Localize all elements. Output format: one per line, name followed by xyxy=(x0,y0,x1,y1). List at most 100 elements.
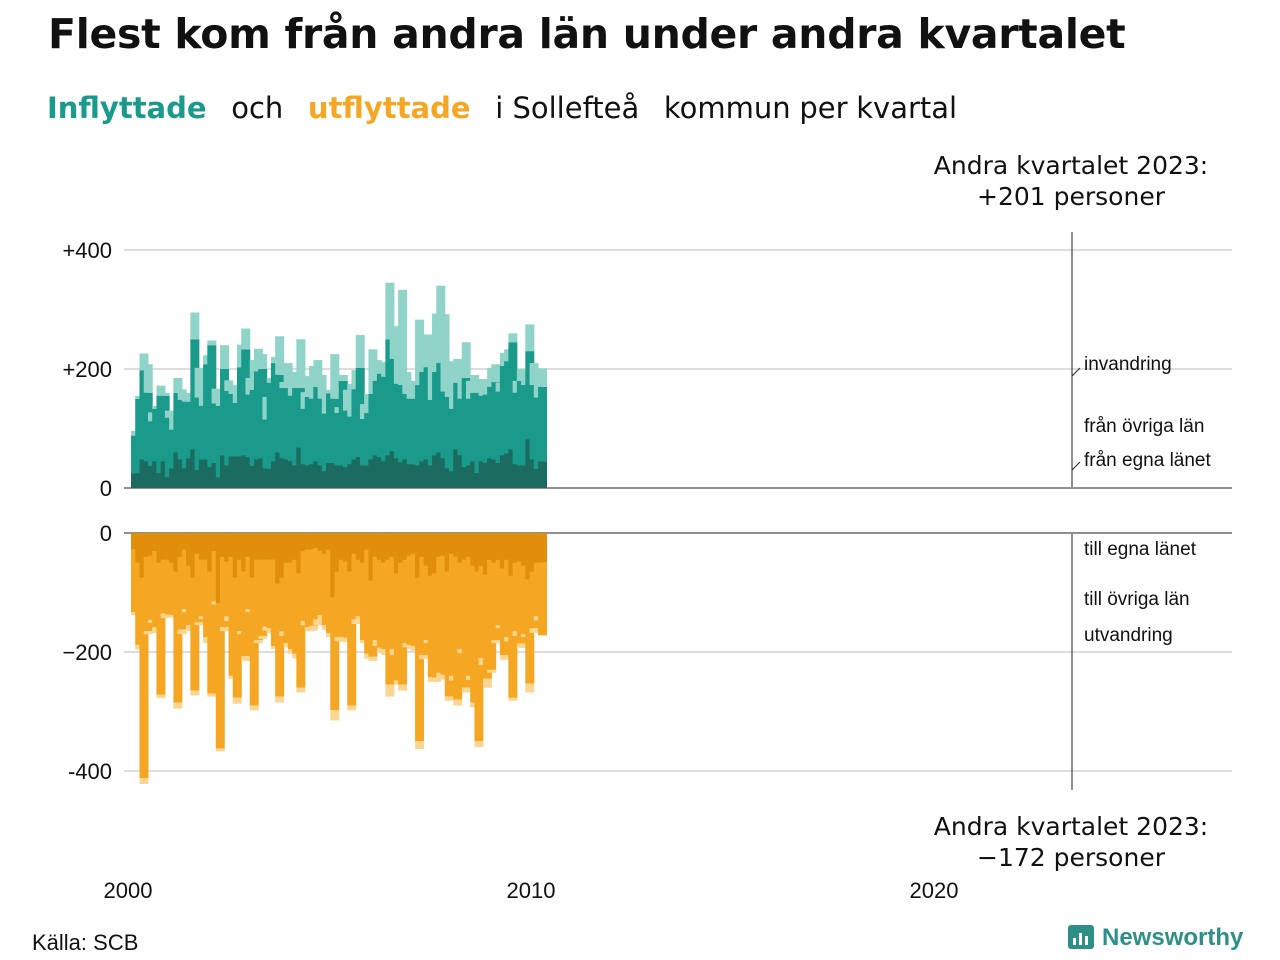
inflow-bar-segment xyxy=(516,369,526,381)
outflow-bar-segment xyxy=(347,705,357,711)
outflow-bar-segment xyxy=(241,571,251,657)
inflow-bar-segment xyxy=(491,364,501,383)
brand-logo[interactable]: Newsworthy xyxy=(1068,924,1243,952)
outflow-bar-segment xyxy=(258,635,268,639)
outflow-bar-segment xyxy=(309,625,319,631)
outflow-bar-segment xyxy=(330,597,340,711)
subtitle: Inflyttade och utflyttade i Sollefteå kommun… xyxy=(47,91,966,125)
inflow-bar-segment xyxy=(160,392,170,396)
outflow-bar-segment xyxy=(207,571,217,694)
brand-name: Newsworthy xyxy=(1102,924,1244,951)
x-tick-label: 2000 xyxy=(104,878,153,903)
outflow-bar-segment xyxy=(253,640,263,644)
annotation-bottom: Andra kvartalet 2023: −172 personer xyxy=(911,811,1231,873)
inflow-bar-segment xyxy=(296,339,306,389)
outflow-bar-segment xyxy=(529,628,539,633)
lower-series-label: till övriga län xyxy=(1084,589,1190,610)
upper-label-leader xyxy=(1071,367,1081,377)
outflow-bar-segment xyxy=(516,643,526,648)
inflow-bar-segment xyxy=(385,282,395,340)
outflow-bar-segment xyxy=(156,694,166,698)
outflow-bar-segment xyxy=(215,603,225,749)
upper-y-tick-label: 0 xyxy=(100,476,112,501)
lower-series-label: utvandring xyxy=(1084,625,1173,646)
inflow-bar-segment xyxy=(538,461,548,488)
inflow-bar-segment xyxy=(423,334,433,368)
outflow-bar-segment xyxy=(143,631,153,635)
outflow-bar-segment xyxy=(368,656,378,661)
inflow-bar-segment xyxy=(173,377,183,393)
inflow-bar-segment xyxy=(538,386,548,462)
inflow-bar-segment xyxy=(453,358,463,383)
lower-y-tick-label: -400 xyxy=(68,759,112,784)
upper-series-label: från egna länet xyxy=(1084,450,1211,471)
inflow-bar-segment xyxy=(313,360,323,387)
page-title: Flest kom från andra län under andra kva… xyxy=(48,10,1126,58)
upper-y-tick-label: +200 xyxy=(62,357,112,382)
annotation-top-line2: +201 personer xyxy=(977,182,1165,211)
annotation-top: Andra kvartalet 2023: +201 personer xyxy=(911,150,1231,212)
inflow-bar-segment xyxy=(508,333,518,343)
inflow-bar-segment xyxy=(275,336,285,375)
inflow-bar-segment xyxy=(444,361,454,397)
subtitle-inflyttade: Inflyttade xyxy=(47,91,207,125)
subtitle-kvartal: kvartal xyxy=(856,91,958,125)
upper-series-label: från övriga län xyxy=(1084,416,1204,437)
outflow-bar-segment xyxy=(275,583,285,697)
outflow-bar-segment xyxy=(177,629,187,635)
inflow-bar-segment xyxy=(415,319,425,386)
inflow-bar-segment xyxy=(398,289,408,386)
inflow-bar-segment xyxy=(355,335,365,368)
subtitle-utflyttade: utflyttade xyxy=(307,91,471,125)
outflow-bar-segment xyxy=(453,699,463,706)
outflow-bar-segment xyxy=(190,577,200,691)
outflow-bar-segment xyxy=(232,577,242,698)
outflow-bar-segment xyxy=(296,573,306,688)
annotation-top-line1: Andra kvartalet 2023: xyxy=(933,151,1209,180)
outflow-bar-segment xyxy=(461,687,471,693)
lower-series-label: till egna länet xyxy=(1084,539,1197,560)
outflow-bar-segment xyxy=(525,683,535,693)
inflow-bar-segment xyxy=(228,385,238,394)
inflow-bar-segment xyxy=(241,328,251,350)
inflow-bar-segment xyxy=(220,345,230,369)
annotation-bottom-line1: Andra kvartalet 2023: xyxy=(933,812,1209,841)
inflow-bar-segment xyxy=(525,324,535,352)
lower-y-tick-label: −200 xyxy=(62,640,112,665)
outflow-bar-segment xyxy=(232,697,242,704)
source-note: Källa: SCB xyxy=(32,930,139,955)
outflow-bar-segment xyxy=(482,678,492,688)
outflow-bar-segment xyxy=(487,669,497,673)
inflow-bar-segment xyxy=(139,353,149,371)
inflow-bar-segment xyxy=(440,314,450,392)
subtitle-och: och xyxy=(231,91,284,125)
outflow-bar-segment xyxy=(139,778,149,785)
subtitle-place: i Sollefteå xyxy=(495,91,640,125)
outflow-bar-segment xyxy=(508,697,518,701)
inflow-bar-segment xyxy=(207,340,217,346)
annotation-bottom-line2: −172 personer xyxy=(977,843,1165,872)
subtitle-per: per xyxy=(799,91,848,125)
outflow-bar-segment xyxy=(385,684,395,697)
inflow-bar-segment xyxy=(317,374,327,399)
outflow-bar-segment xyxy=(415,741,425,749)
outflow-bar-segment xyxy=(220,627,230,632)
outflow-bar-segment xyxy=(207,693,217,697)
inflow-bar-segment xyxy=(143,364,153,393)
subtitle-kommun: kommun xyxy=(663,91,791,125)
outflow-bar-segment xyxy=(398,684,408,691)
inflow-bar-segment xyxy=(461,342,471,378)
x-tick-label: 2010 xyxy=(507,878,556,903)
outflow-bar-segment xyxy=(156,562,166,695)
outflow-bar-segment xyxy=(432,677,442,682)
newsworthy-icon xyxy=(1068,925,1094,949)
inflow-bar-segment xyxy=(330,354,340,399)
inflow-bar-segment xyxy=(211,388,221,404)
inflow-bar-segment xyxy=(538,368,548,387)
outflow-bar-segment xyxy=(538,533,548,563)
inflow-bar-segment xyxy=(194,367,204,398)
outflow-bar-segment xyxy=(173,571,183,703)
outflow-bar-segment xyxy=(347,571,357,706)
lower-y-tick-label: 0 xyxy=(100,521,112,546)
outflow-bar-segment xyxy=(330,710,340,721)
